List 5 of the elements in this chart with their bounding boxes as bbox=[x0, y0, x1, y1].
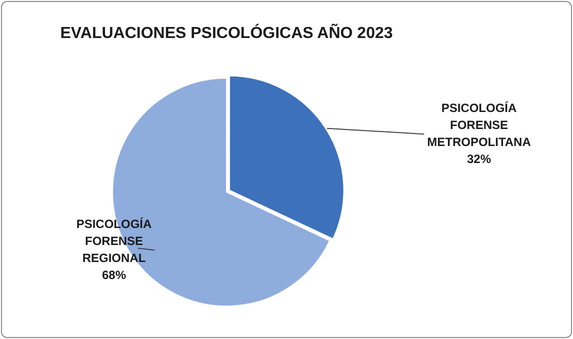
slice-label: PSICOLOGÍA FORENSE REGIONAL bbox=[76, 216, 152, 265]
slice-label: PSICOLOGÍA FORENSE METROPOLITANA bbox=[427, 100, 532, 149]
chart-title: EVALUACIONES PSICOLÓGICAS AÑO 2023 bbox=[60, 23, 393, 42]
data-label: 68% bbox=[102, 268, 126, 282]
data-label: 32% bbox=[466, 152, 492, 166]
